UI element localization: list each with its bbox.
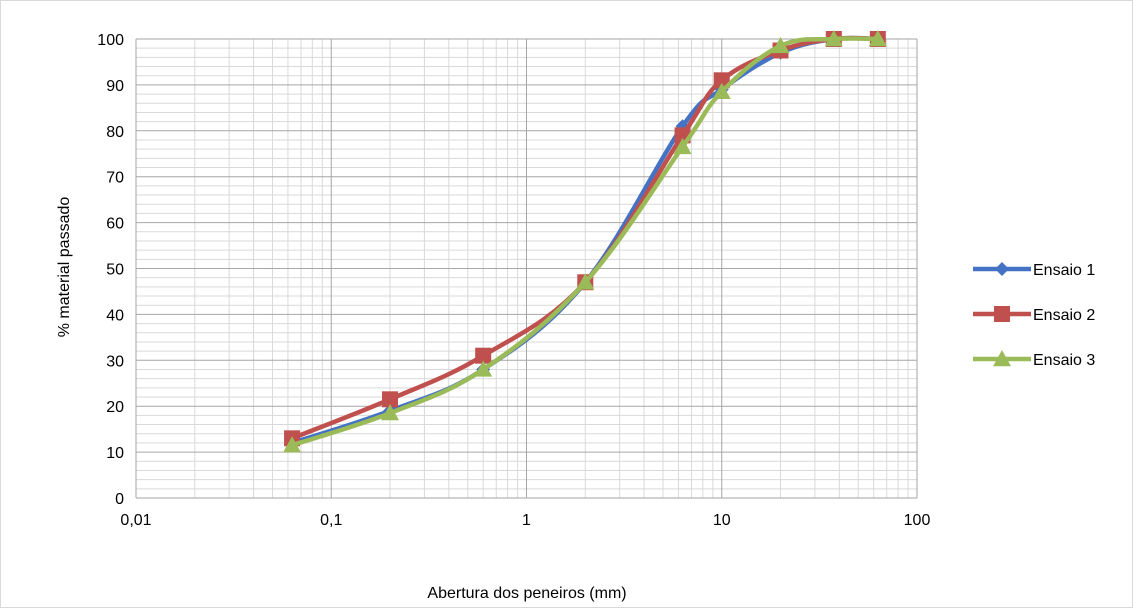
data-point <box>712 82 731 99</box>
y-tick-label: 60 <box>106 216 124 233</box>
data-point <box>475 347 492 364</box>
y-axis-title: % material passado <box>56 197 73 338</box>
legend-item-1: Ensaio 1 <box>973 262 1095 279</box>
y-tick-label: 10 <box>106 445 124 462</box>
legend-swatch-marker <box>995 262 1009 276</box>
data-point <box>868 30 887 47</box>
series-3 <box>283 30 887 453</box>
x-tick-label: 100 <box>904 512 931 529</box>
major-gridlines <box>135 38 918 499</box>
legend-swatch-marker <box>994 306 1010 322</box>
legend-label: Ensaio 2 <box>1033 307 1095 324</box>
legend: Ensaio 1 Ensaio 2 Ensaio 3 <box>973 262 1095 369</box>
x-axis-tick-labels: 0,01 0,1 1 10 100 <box>120 512 930 529</box>
data-point <box>675 119 690 134</box>
legend-item-2: Ensaio 2 <box>973 306 1095 324</box>
y-tick-label: 80 <box>106 124 124 141</box>
data-point <box>713 72 730 89</box>
x-tick-label: 10 <box>713 512 731 529</box>
data-point <box>283 436 302 453</box>
data-point <box>673 137 692 155</box>
y-tick-label: 20 <box>106 399 124 416</box>
y-tick-label: 40 <box>106 307 124 324</box>
data-point <box>381 404 400 421</box>
data-point <box>771 36 790 54</box>
legend-item-3: Ensaio 3 <box>973 350 1095 369</box>
y-axis-tick-labels: 0 10 20 30 40 50 60 70 80 90 100 <box>97 32 124 508</box>
x-tick-label: 1 <box>522 512 531 529</box>
series-line-2 <box>291 35 878 441</box>
y-tick-label: 70 <box>106 170 124 187</box>
series-line-3 <box>291 36 878 448</box>
legend-swatch-marker <box>993 350 1011 367</box>
data-point <box>382 391 399 408</box>
data-point <box>824 30 843 47</box>
y-tick-label: 90 <box>106 78 124 95</box>
y-tick-label: 30 <box>106 353 124 370</box>
y-tick-label: 0 <box>115 491 124 508</box>
series-layer <box>283 30 887 453</box>
x-tick-label: 0,1 <box>320 512 342 529</box>
data-point <box>474 360 493 377</box>
legend-label: Ensaio 3 <box>1033 352 1095 369</box>
y-tick-label: 50 <box>106 262 124 279</box>
y-tick-label: 100 <box>97 32 124 49</box>
x-tick-label: 0,01 <box>120 512 151 529</box>
x-axis-title: Abertura dos peneiros (mm) <box>427 585 626 602</box>
data-point <box>576 273 595 290</box>
legend-label: Ensaio 1 <box>1033 262 1095 279</box>
